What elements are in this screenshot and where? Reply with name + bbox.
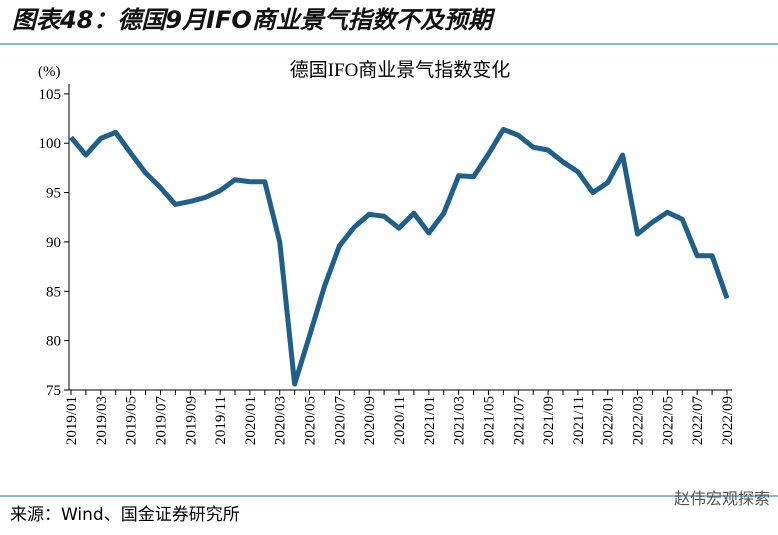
y-tick-label: 100 (39, 136, 62, 152)
x-tick-label: 2022/03 (631, 396, 647, 445)
x-tick-label: 2020/11 (392, 396, 408, 445)
x-tick-label: 2019/03 (94, 396, 110, 445)
x-tick-label: 2021/05 (481, 396, 497, 445)
x-tick-label: 2021/07 (511, 396, 527, 446)
x-tick-label: 2021/03 (452, 396, 468, 445)
x-tick-label: 2020/05 (303, 396, 319, 445)
x-tick-label: 2019/09 (183, 396, 199, 445)
x-tick-label: 2022/01 (601, 396, 617, 445)
series-line (69, 126, 730, 387)
x-tick-label: 2022/05 (660, 396, 676, 445)
x-tick-label: 2022/07 (690, 396, 706, 446)
x-tick-label: 2019/05 (124, 396, 140, 445)
y-unit: (%) (38, 64, 61, 80)
x-tick-label: 2021/11 (571, 396, 587, 445)
y-tick-label: 75 (46, 383, 61, 399)
x-tick-label: 2019/07 (153, 396, 169, 446)
y-tick-label: 95 (46, 186, 61, 202)
source: 来源：Wind、国金证券研究所 (10, 505, 240, 525)
y-tick-label: 90 (46, 235, 61, 251)
y-tick-label: 85 (46, 284, 61, 300)
y-tick-label: 80 (46, 334, 61, 350)
x-tick-label: 2021/09 (541, 396, 557, 445)
x-tick-label: 2019/01 (64, 396, 80, 445)
watermark: 赵伟宏观探索 (674, 489, 770, 508)
y-tick-label: 105 (39, 87, 62, 103)
x-tick-label: 2021/01 (422, 396, 438, 445)
chart-title: 德国IFO商业景气指数变化 (290, 59, 511, 81)
x-tick-label: 2020/09 (362, 396, 378, 445)
x-tick-label: 2020/01 (243, 396, 259, 445)
x-tick-label: 2019/11 (213, 396, 229, 445)
x-tick-label: 2020/03 (273, 396, 289, 445)
x-tick-label: 2022/09 (720, 396, 736, 445)
figure-title: 图表48：德国9月IFO商业景气指数不及预期 (12, 6, 496, 34)
x-tick-label: 2020/07 (332, 396, 348, 446)
